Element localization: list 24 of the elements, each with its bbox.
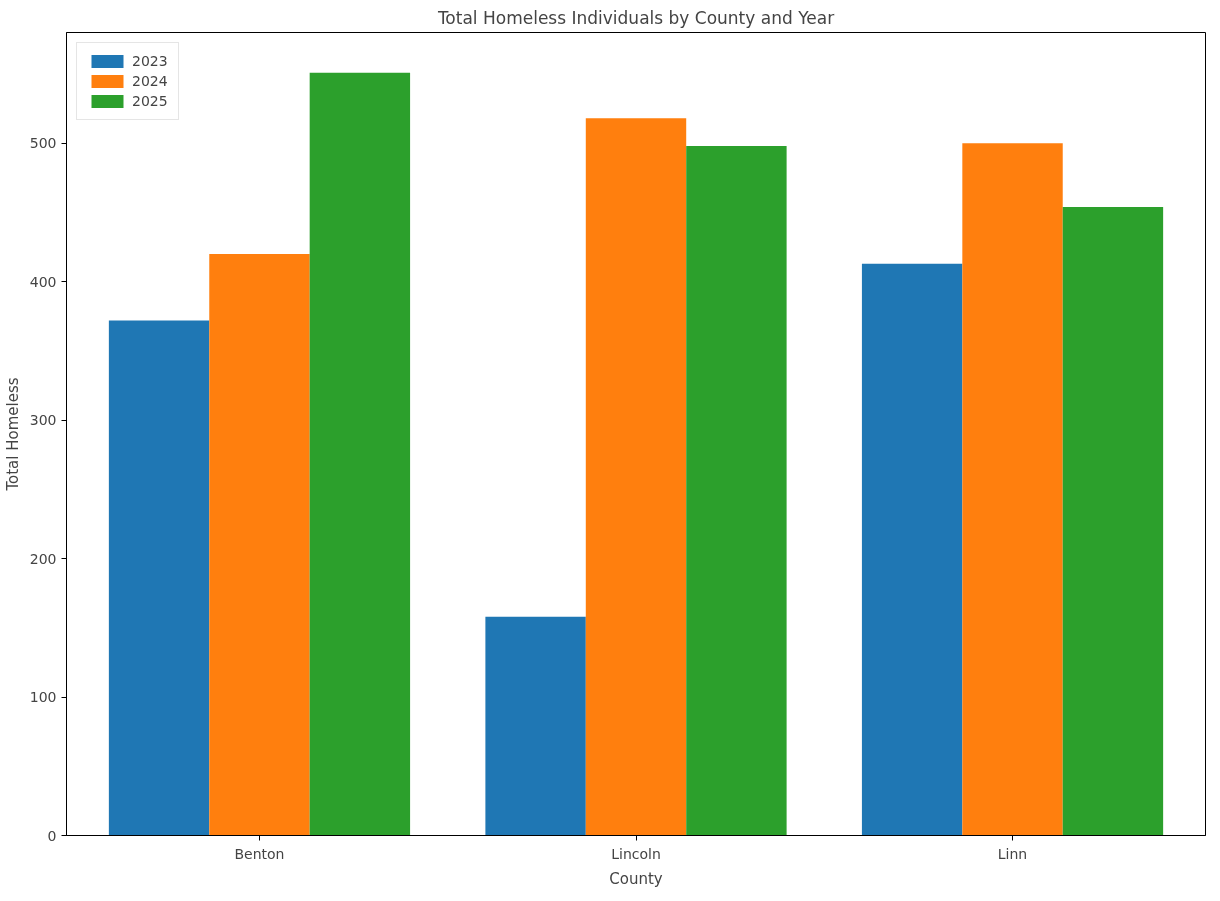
y-tick-label: 400 xyxy=(29,273,57,290)
bar xyxy=(485,616,586,836)
legend-label: 2025 xyxy=(132,93,168,109)
bar xyxy=(309,72,411,836)
y-axis-title: Total Homeless xyxy=(3,377,22,492)
x-tick-label: Lincoln xyxy=(611,845,661,862)
x-tick-label: Benton xyxy=(234,845,285,862)
bar xyxy=(1062,206,1164,836)
bar xyxy=(686,146,787,836)
bar xyxy=(861,263,963,836)
y-tick-label: 0 xyxy=(47,827,57,844)
y-tick-label: 200 xyxy=(29,550,57,567)
bar xyxy=(962,143,1063,836)
bar xyxy=(108,320,210,836)
x-axis-title: County xyxy=(609,869,663,888)
bar xyxy=(585,118,687,836)
y-tick-label: 100 xyxy=(29,689,57,706)
legend-label: 2024 xyxy=(132,73,168,89)
legend-label: 2023 xyxy=(132,53,168,69)
y-tick-label: 300 xyxy=(29,412,57,429)
chart-title: Total Homeless Individuals by County and Year xyxy=(436,7,835,28)
y-tick-label: 500 xyxy=(29,135,57,152)
x-tick-label: Linn xyxy=(997,845,1028,862)
bar xyxy=(209,254,310,836)
